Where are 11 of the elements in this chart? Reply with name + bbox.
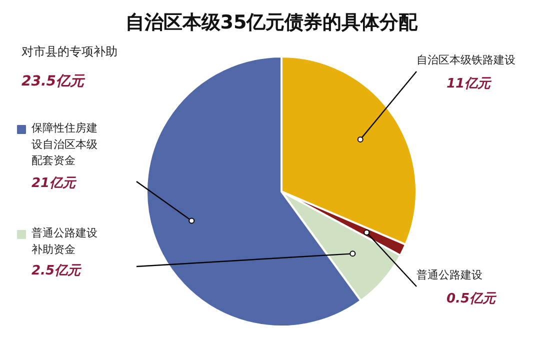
data-label: 11亿元 — [446, 76, 493, 92]
text: 对市县的专项补助 — [22, 44, 118, 58]
chart-title: 自治区本级35亿元债券的具体分配 — [125, 12, 419, 34]
legend-label: 普通公路建设补助资金 — [32, 226, 98, 256]
data-label: 0.5亿元 — [446, 292, 498, 306]
data-label: 2.5亿元 — [32, 264, 83, 278]
slice-label: 自治区本级铁路建设 — [416, 54, 516, 66]
text: 23.5亿元 — [22, 74, 86, 90]
data-label: 21亿元 — [32, 176, 78, 191]
legend-label: 保障性住房建设自治区本级配套资金 — [32, 122, 98, 167]
slice-label: 普通公路建设 — [416, 268, 482, 282]
